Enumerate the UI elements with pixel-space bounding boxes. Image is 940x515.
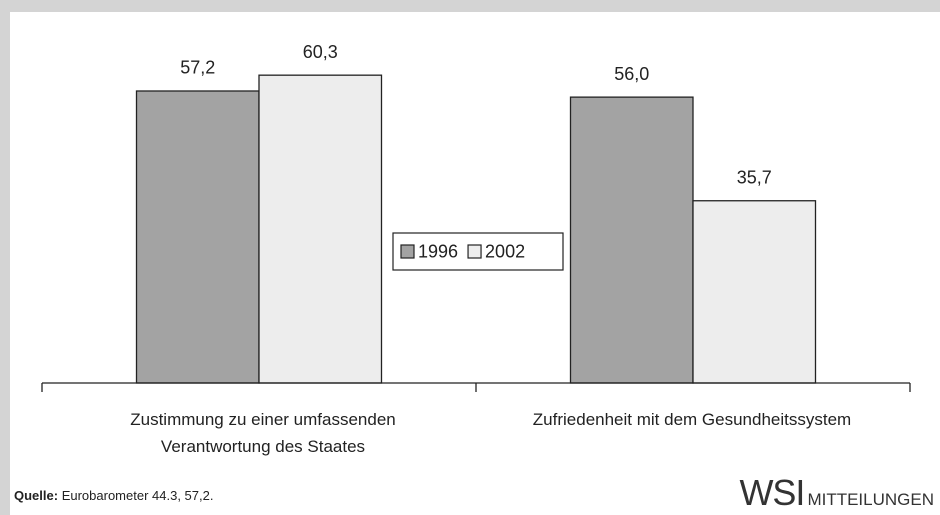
source-text: Eurobarometer 44.3, 57,2. bbox=[61, 488, 214, 503]
bar bbox=[135, 90, 260, 384]
value-label: 57,2 bbox=[180, 58, 215, 78]
source: Quelle: Eurobarometer 44.3, 57,2. bbox=[14, 488, 213, 503]
logo-sub: MITTEILUNGEN bbox=[807, 490, 934, 509]
logo: WSI MITTEILUNGEN bbox=[739, 472, 934, 514]
value-label: 60,3 bbox=[303, 42, 338, 62]
bar bbox=[692, 200, 817, 384]
legend-swatch bbox=[467, 244, 482, 259]
category-label: Zufriedenheit mit dem Gesundheitssystem bbox=[532, 410, 852, 429]
logo-main: WSI bbox=[739, 472, 805, 513]
source-label: Quelle: bbox=[14, 488, 59, 503]
bar bbox=[258, 74, 383, 384]
value-label: 56,0 bbox=[614, 64, 649, 84]
value-label: 35,7 bbox=[737, 168, 772, 188]
bar bbox=[569, 96, 694, 384]
legend-swatch bbox=[400, 244, 415, 259]
legend-label: 2002 bbox=[485, 241, 525, 261]
category-label: Zustimmung zu einer umfassenden Verantwo… bbox=[130, 410, 396, 456]
legend-label: 1996 bbox=[418, 241, 458, 261]
